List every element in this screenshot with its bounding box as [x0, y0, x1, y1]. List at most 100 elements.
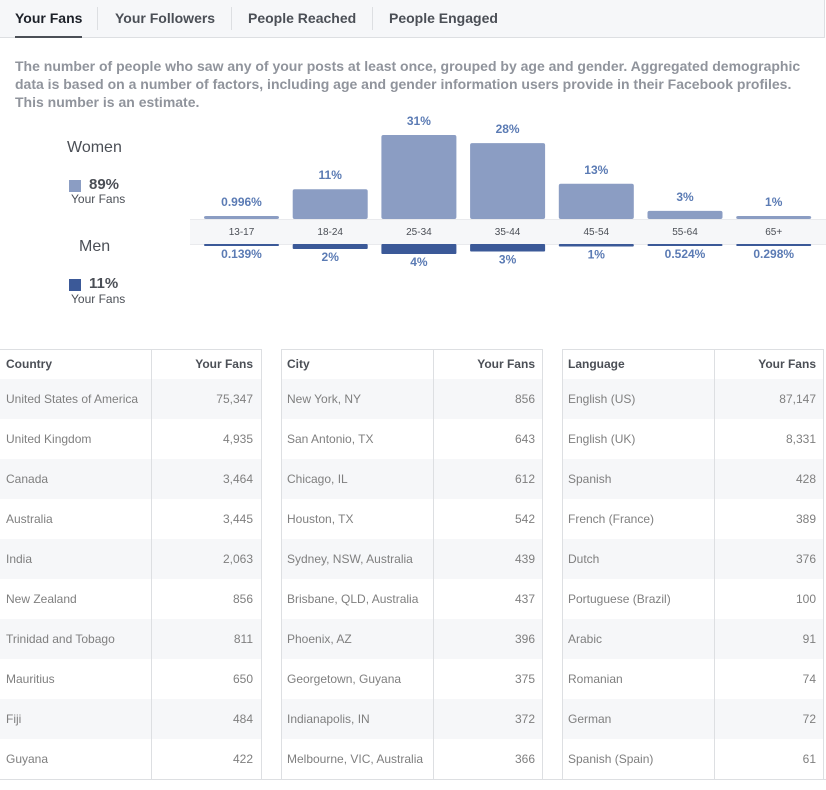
table-row: Mauritius 650 [0, 659, 262, 699]
row-label: Australia [6, 512, 53, 526]
table-row: India 2,063 [0, 539, 262, 579]
column-header-your-fans[interactable]: Your Fans [477, 357, 535, 371]
row-label: French (France) [568, 512, 655, 526]
row-value: 650 [232, 672, 253, 686]
row-label: New York, NY [287, 392, 362, 406]
table-edge [823, 350, 824, 779]
men-bar-45-54[interactable] [558, 244, 634, 247]
row-label: Brisbane, QLD, Australia [287, 592, 419, 606]
row-value: 643 [514, 432, 535, 446]
column-header-name[interactable]: Country [6, 357, 52, 371]
row-value: 389 [795, 512, 816, 526]
column-divider [433, 350, 434, 779]
row-label: Chicago, IL [287, 472, 348, 486]
tab-divider [97, 7, 98, 30]
table-row: Portuguese (Brazil) 100 [562, 579, 824, 619]
row-value: 428 [795, 472, 816, 486]
column-divider [151, 350, 152, 779]
tab-people-engaged[interactable]: People Engaged [389, 10, 498, 26]
row-value: 3,464 [222, 472, 253, 486]
men-value-label: 0.139% [221, 247, 262, 261]
table-row: Canada 3,464 [0, 459, 262, 499]
table-row: English (UK) 8,331 [562, 419, 824, 459]
row-label: New Zealand [6, 592, 77, 606]
row-label: United Kingdom [6, 432, 92, 446]
age-tick-label: 35-44 [495, 227, 521, 238]
men-bar-25-34[interactable] [381, 244, 457, 254]
row-value: 856 [232, 592, 253, 606]
column-header-your-fans[interactable]: Your Fans [758, 357, 816, 371]
men-value-label: 0.524% [665, 247, 706, 261]
women-value-label: 13% [584, 163, 608, 177]
table-row: New York, NY 856 [281, 379, 543, 419]
tab-people-reached[interactable]: People Reached [248, 10, 357, 26]
age-tick-label: 45-54 [584, 227, 610, 238]
row-label: India [6, 552, 33, 566]
table-header-row: City Your Fans [281, 350, 543, 380]
women-bar-45-54[interactable] [558, 183, 634, 219]
row-label: San Antonio, TX [287, 432, 374, 446]
men-bar-65+[interactable] [736, 244, 812, 246]
women-bar-65+[interactable] [736, 216, 812, 219]
row-label: Dutch [568, 552, 600, 566]
legend-men-swatch [69, 279, 81, 291]
table-row: Phoenix, AZ 396 [281, 619, 543, 659]
women-bar-25-34[interactable] [381, 135, 457, 219]
row-value: 484 [232, 712, 253, 726]
men-bar-55-64[interactable] [647, 244, 723, 246]
row-label: Spanish [568, 472, 612, 486]
women-bar-18-24[interactable] [292, 189, 368, 219]
table-edge [542, 350, 543, 779]
row-value: 366 [514, 752, 535, 766]
women-bar-55-64[interactable] [647, 210, 723, 219]
row-value: 439 [514, 552, 535, 566]
table-row: United Kingdom 4,935 [0, 419, 262, 459]
table-row: Dutch 376 [562, 539, 824, 579]
women-value-label: 28% [496, 122, 520, 136]
women-bar-35-44[interactable] [470, 143, 546, 219]
column-header-name[interactable]: Language [568, 357, 625, 371]
row-value: 4,935 [222, 432, 253, 446]
men-bar-35-44[interactable] [470, 244, 546, 252]
women-value-label: 3% [676, 190, 694, 204]
men-bar-13-17[interactable] [204, 244, 279, 246]
row-label: Mauritius [6, 672, 55, 686]
legend-women-title: Women [67, 139, 122, 156]
legend-women-subtitle: Your Fans [71, 192, 126, 206]
row-label: Houston, TX [287, 512, 354, 526]
row-value: 100 [795, 592, 816, 606]
table-header-row: Country Your Fans [0, 350, 262, 380]
table-row: Guyana 422 [0, 739, 262, 779]
row-value: 2,063 [222, 552, 253, 566]
row-label: United States of America [6, 392, 139, 406]
women-value-label: 0.996% [221, 195, 262, 209]
city-table: City Your Fans New York, NY 856 San Antonio,… [281, 349, 543, 779]
legend-women-percent: 89% [89, 176, 120, 193]
table-row: Spanish (Spain) 61 [562, 739, 824, 779]
row-label: Portuguese (Brazil) [568, 592, 671, 606]
legend-men-title: Men [79, 238, 111, 255]
row-value: 91 [802, 632, 816, 646]
men-value-label: 0.298% [753, 247, 794, 261]
table-row: Georgetown, Guyana 375 [281, 659, 543, 699]
column-header-name[interactable]: City [287, 357, 310, 371]
row-label: Romanian [568, 672, 623, 686]
women-value-label: 1% [765, 195, 783, 209]
age-tick-label: 13-17 [229, 227, 255, 238]
tab-your-fans[interactable]: Your Fans [15, 0, 83, 38]
men-bar-18-24[interactable] [292, 244, 368, 249]
table-row: New Zealand 856 [0, 579, 262, 619]
table-row: German 72 [562, 699, 824, 739]
tab-your-followers[interactable]: Your Followers [115, 10, 216, 26]
age-tick-label: 65+ [765, 227, 782, 238]
legend-women-swatch [69, 180, 81, 192]
row-value: 72 [802, 712, 816, 726]
legend-men-subtitle: Your Fans [71, 292, 126, 306]
table-row: Australia 3,445 [0, 499, 262, 539]
women-value-label: 31% [407, 114, 431, 128]
women-bar-13-17[interactable] [204, 216, 279, 219]
column-header-your-fans[interactable]: Your Fans [195, 357, 253, 371]
table-row: Melbourne, VIC, Australia 366 [281, 739, 543, 779]
column-divider [714, 350, 715, 779]
men-value-label: 3% [499, 253, 517, 267]
